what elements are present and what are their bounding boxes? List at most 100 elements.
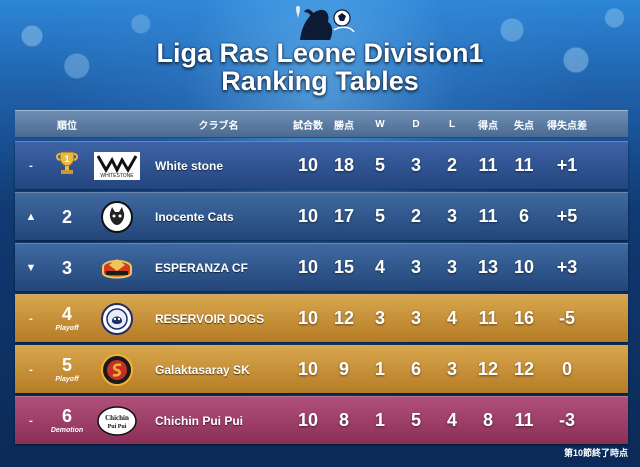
trophy-icon: 1 <box>56 151 78 174</box>
goals-against-cell: 16 <box>513 308 535 328</box>
goals-for-cell: 13 <box>477 257 499 277</box>
goal-diff-cell: -3 <box>558 410 575 430</box>
rank-cell: 1 <box>47 148 87 183</box>
losses-cell: 4 <box>446 410 457 430</box>
goals-against-cell: 12 <box>513 359 535 379</box>
table-row: - 6 Demotion Chichin Pui Pui Chichin Pui… <box>15 396 628 444</box>
goal-diff-cell: +5 <box>556 206 578 226</box>
table-row: - 5 Playoff Galaktasaray SK 10 9 1 6 3 1… <box>15 345 628 393</box>
goal-diff-cell: 0 <box>561 359 572 379</box>
svg-text:Chichin: Chichin <box>105 414 129 422</box>
header-losses: L <box>448 118 456 130</box>
lion-soccer-logo-icon <box>296 6 355 40</box>
draws-cell: 3 <box>410 308 421 328</box>
page-title-line1: Liga Ras Leone Division1 <box>156 38 484 68</box>
goals-against-cell: 11 <box>514 410 534 430</box>
goals-for-cell: 11 <box>478 155 498 175</box>
header-points: 勝点 <box>334 120 354 132</box>
club-name: RESERVOIR DOGS <box>155 311 265 326</box>
losses-cell: 3 <box>446 206 457 226</box>
header-rank: 順位 <box>57 120 77 132</box>
svg-text:WHITESTONE: WHITESTONE <box>100 173 134 179</box>
rank-move: - <box>29 363 33 376</box>
points-cell: 18 <box>333 155 355 175</box>
club-name: Inocente Cats <box>155 209 234 224</box>
club-name: Chichin Pui Pui <box>155 413 244 428</box>
galaktasaray-sk-logo-icon <box>101 353 133 386</box>
goals-for-cell: 11 <box>478 308 498 328</box>
rank-status: Playoff <box>55 325 79 332</box>
wins-cell: 5 <box>374 206 385 226</box>
club-logo-cell <box>87 200 147 233</box>
wins-cell: 3 <box>374 308 385 328</box>
rank-move: - <box>29 312 33 325</box>
rank-number: 4 <box>61 304 72 324</box>
goals-against-cell: 10 <box>513 257 535 277</box>
club-logo-cell <box>87 253 147 283</box>
rank-number: 3 <box>61 257 72 278</box>
club-logo-cell: Chichin Pui Pui <box>87 405 147 436</box>
draws-cell: 6 <box>410 359 421 379</box>
table-row: ▼ 3 ESPERANZA CF 10 15 4 3 3 13 10 +3 <box>15 243 628 291</box>
chichin-pui-pui-logo-icon: Chichin Pui Pui <box>97 405 137 436</box>
goals-for-cell: 12 <box>477 359 499 379</box>
club-logo-cell <box>87 302 147 335</box>
played-cell: 10 <box>297 155 319 175</box>
losses-cell: 3 <box>446 257 457 277</box>
header-draws: D <box>412 118 420 130</box>
goals-for-cell: 11 <box>478 206 498 226</box>
wins-cell: 4 <box>374 257 385 277</box>
played-cell: 10 <box>297 359 319 379</box>
points-cell: 17 <box>333 206 355 226</box>
draws-cell: 3 <box>410 257 421 277</box>
ranking-table: 順位 クラブ名 試合数 勝点 W D L 得点 失点 得失点差 - 1 <box>15 110 628 444</box>
header-played: 試合数 <box>293 120 323 132</box>
header-wins: W <box>375 118 385 130</box>
rank-number: 5 <box>61 355 72 375</box>
rank-cell: 2 <box>47 208 87 226</box>
rank-move: ▼ <box>25 261 37 274</box>
losses-cell: 3 <box>446 359 457 379</box>
played-cell: 10 <box>297 308 319 328</box>
as-of-note: 第10節終了時点 <box>563 448 628 458</box>
points-cell: 12 <box>333 308 355 328</box>
losses-cell: 2 <box>446 155 457 175</box>
table-row: - 1 WHITESTONE White stone <box>15 141 628 189</box>
rank-status: Playoff <box>55 376 79 383</box>
rank-number: 1 <box>64 154 69 164</box>
goals-against-cell: 11 <box>514 155 534 175</box>
goal-diff-cell: +1 <box>556 155 578 175</box>
table-row: ▲ 2 Inocente Cats 10 17 5 2 3 11 6 +5 <box>15 192 628 240</box>
wins-cell: 5 <box>374 155 385 175</box>
played-cell: 10 <box>297 410 319 430</box>
rank-move: - <box>29 414 33 427</box>
played-cell: 10 <box>297 206 319 226</box>
rank-cell: 6 Demotion <box>47 407 87 434</box>
wins-cell: 1 <box>374 410 385 430</box>
points-cell: 15 <box>333 257 355 277</box>
rank-move: - <box>29 159 33 172</box>
table-header: 順位 クラブ名 試合数 勝点 W D L 得点 失点 得失点差 <box>15 110 628 138</box>
losses-cell: 4 <box>446 308 457 328</box>
page-title-line2: Ranking Tables <box>221 66 419 96</box>
svg-text:Pui Pui: Pui Pui <box>108 424 127 430</box>
header-goals-for: 得点 <box>478 120 498 132</box>
white-stone-logo-icon: WHITESTONE <box>94 151 140 180</box>
rank-cell: 4 Playoff <box>47 305 87 332</box>
club-logo-cell <box>87 353 147 386</box>
club-name: Galaktasaray SK <box>155 362 250 377</box>
draws-cell: 3 <box>410 155 421 175</box>
points-cell: 8 <box>338 410 349 430</box>
draws-cell: 5 <box>410 410 421 430</box>
club-logo-cell: WHITESTONE <box>87 151 147 180</box>
reservoir-dogs-logo-icon <box>101 302 133 335</box>
played-cell: 10 <box>297 257 319 277</box>
esperanza-cf-logo-icon <box>102 258 132 278</box>
rank-number: 6 <box>61 406 72 426</box>
header-goals-against: 失点 <box>514 120 534 132</box>
table-row: - 4 Playoff RESERVOIR DOGS 10 12 3 3 4 1… <box>15 294 628 342</box>
rank-cell: 3 <box>47 259 87 277</box>
header-goal-diff: 得失点差 <box>547 120 587 132</box>
rank-move: ▲ <box>25 210 37 223</box>
